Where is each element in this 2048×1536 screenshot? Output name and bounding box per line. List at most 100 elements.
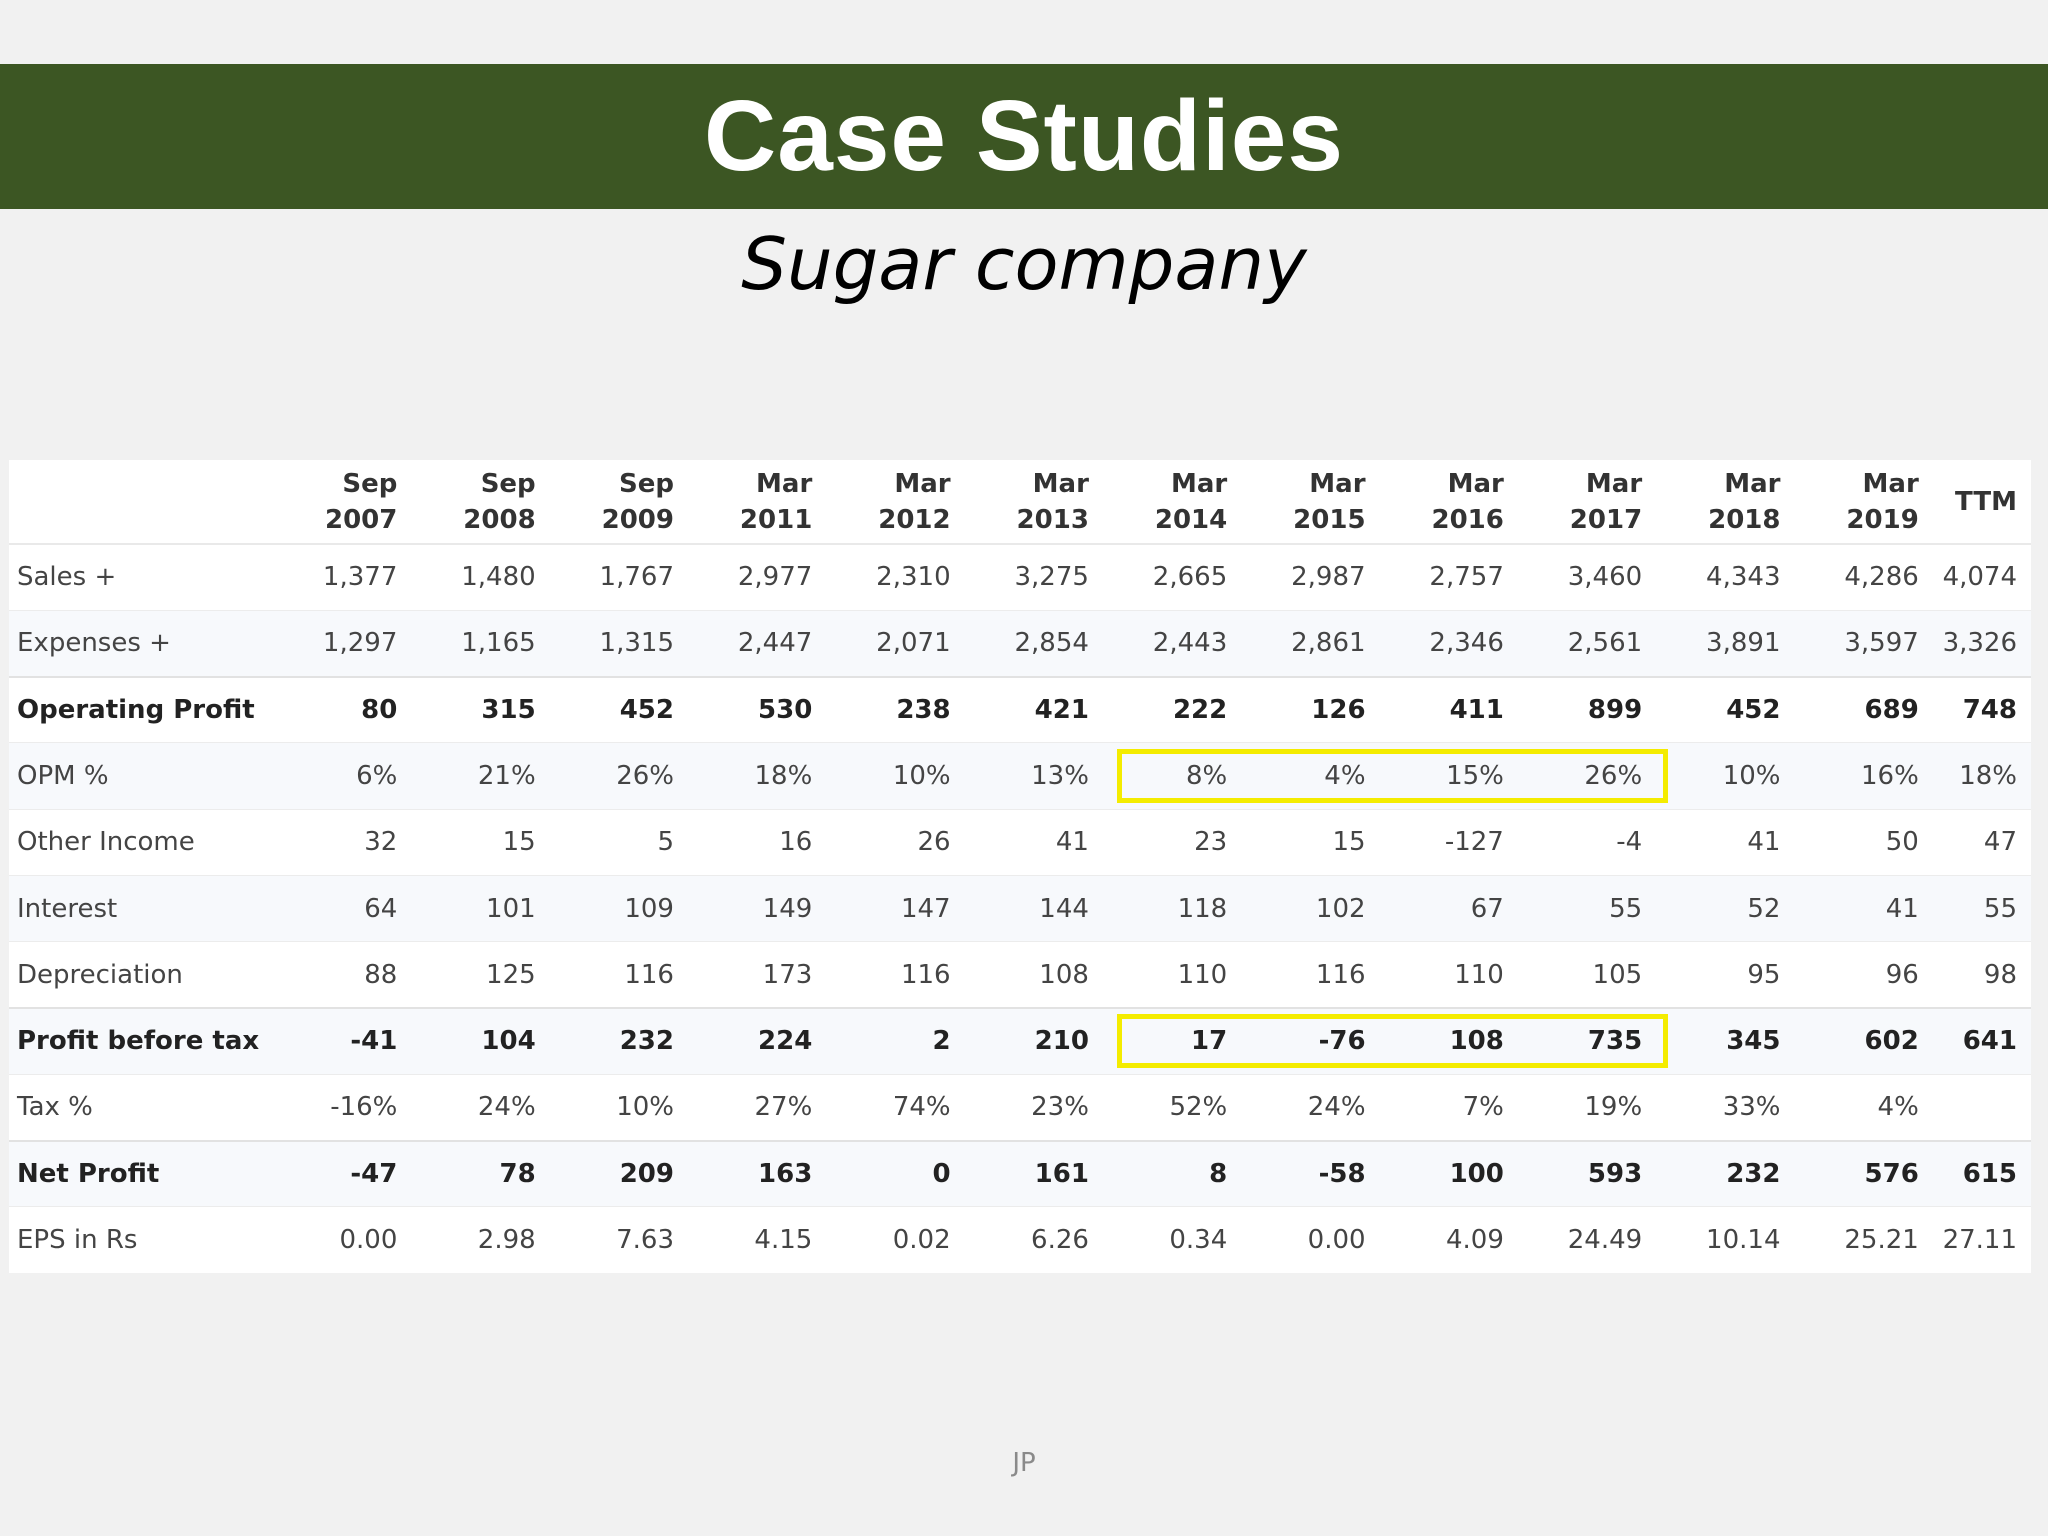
table-cell: 2,443 [1110,610,1250,678]
table-cell: 15 [1249,809,1388,876]
table-row: Operating Profit 80 315 452 530 238 421 222 126 4… [9,675,2031,744]
table-cell: 4.09 [1387,1206,1526,1273]
highlight-box [1116,748,1669,804]
table-cell: 19% [1525,1074,1665,1142]
table-cell: 15 [419,809,558,876]
table-cell: 41 [972,809,1111,876]
column-header-period: Sep [342,468,398,499]
table-cell: 0.00 [1249,1206,1388,1273]
table-cell: 108 [972,941,1111,1009]
table-cell: 116 [834,941,973,1009]
table-cell: 24% [1249,1074,1388,1142]
table-cell: 18% [695,742,835,810]
table-cell: 33% [1664,1074,1803,1142]
table-cell: 23 [1110,809,1250,876]
table-cell: 0.00 [281,1206,420,1273]
column-header: Mar 2017 [1525,460,1665,545]
column-header: Mar 2019 [1802,460,1941,545]
table-cell: 899 [1525,675,1665,744]
table-cell: 109 [557,875,696,943]
table-cell: 238 [834,675,973,744]
column-header-year: 2009 [601,504,674,535]
table-cell: 10.14 [1664,1206,1803,1273]
column-header-year: 2014 [1154,504,1228,535]
column-header-year: 2019 [1846,504,1919,535]
column-header-period: Sep [480,468,536,499]
table-cell: 615 [1940,1139,2031,1208]
row-label: OPM % [9,742,282,810]
table-cell: 2.98 [419,1206,558,1273]
table-cell: 26% [557,742,696,810]
table-cell: 118 [1110,875,1250,943]
table-cell: 64 [281,875,420,943]
table-cell: 411 [1387,675,1526,744]
column-header: Sep 2008 [419,460,558,545]
table-cell: 421 [972,675,1111,744]
column-header-year: 2013 [1016,504,1089,535]
table-cell: 576 [1802,1139,1941,1208]
row-label: Operating Profit [9,675,282,744]
table-cell: 52 [1664,875,1803,943]
table-cell: 232 [1664,1139,1803,1208]
column-header: Mar 2018 [1664,460,1803,545]
table-cell: 6.26 [972,1206,1111,1273]
table-cell: 2,977 [695,544,835,611]
table-row: Interest 64 101 109 149 147 144 118 102 67 55 52 41 5… [9,875,2031,943]
table-cell: 96 [1802,941,1941,1009]
row-label: Profit before tax [9,1007,282,1075]
table-cell: 105 [1525,941,1665,1009]
table-cell: 0 [834,1139,973,1208]
column-header-year: 2007 [324,504,398,535]
table-cell: 7% [1387,1074,1526,1142]
column-header: Mar 2013 [972,460,1111,545]
table-cell: 602 [1802,1007,1941,1075]
column-header-year: 2012 [878,504,951,535]
table-cell: -127 [1387,809,1526,876]
table-cell: 2,757 [1387,544,1526,611]
highlight-box [1116,1014,1669,1069]
table-cell: 3,275 [972,544,1111,611]
table-cell: 149 [695,875,835,943]
table-cell: 209 [557,1139,696,1208]
column-header-period: Mar [756,468,813,499]
table-cell: 21% [419,742,558,810]
table-cell: 10% [834,742,973,810]
table-cell: -4 [1525,809,1665,876]
row-label: Interest [9,875,282,943]
row-label: Net Profit [9,1139,282,1208]
table-cell: 7.63 [557,1206,696,1273]
table-cell: 3,326 [1940,610,2031,678]
column-header-period: TTM [1955,486,2017,517]
table-cell: 3,891 [1664,610,1803,678]
slide-subtitle: Sugar company [741,222,1307,306]
row-label: Sales + [9,544,282,611]
column-header: Sep 2007 [281,460,420,545]
column-header: Mar 2016 [1387,460,1526,545]
column-header-year: 2018 [1708,504,1781,535]
table-cell: 41 [1664,809,1803,876]
table-cell: 4,074 [1940,544,2031,611]
table-cell: 315 [419,675,558,744]
table-cell: 10% [557,1074,696,1142]
table-cell: 110 [1387,941,1526,1009]
table-cell: 4.15 [695,1206,835,1273]
table-cell: 24% [419,1074,558,1142]
table-row: Other Income 32 15 5 16 26 41 23 15 -127 -4 41 50 47 [9,809,2031,876]
table-cell: 1,297 [281,610,420,678]
table-cell: 163 [695,1139,835,1208]
table-cell: 27% [695,1074,835,1142]
table-cell: 641 [1940,1007,2031,1075]
table-cell: 24.49 [1525,1206,1665,1273]
table-cell: 25.21 [1802,1206,1941,1273]
table-cell: 2,071 [834,610,973,678]
table-cell: 232 [557,1007,696,1075]
table-cell: 1,377 [281,544,420,611]
column-header-period: Mar [1170,468,1228,499]
row-label: Depreciation [9,941,282,1009]
table-cell [1940,1074,2031,1142]
table-row: Sales +1,377 1,480 1,767 2,977 2,310 3,275 2,6… [9,544,2031,611]
table-cell: 2,310 [834,544,973,611]
column-header: Mar 2012 [834,460,973,545]
table-cell: 80 [281,675,420,744]
table-cell: 3,460 [1525,544,1665,611]
